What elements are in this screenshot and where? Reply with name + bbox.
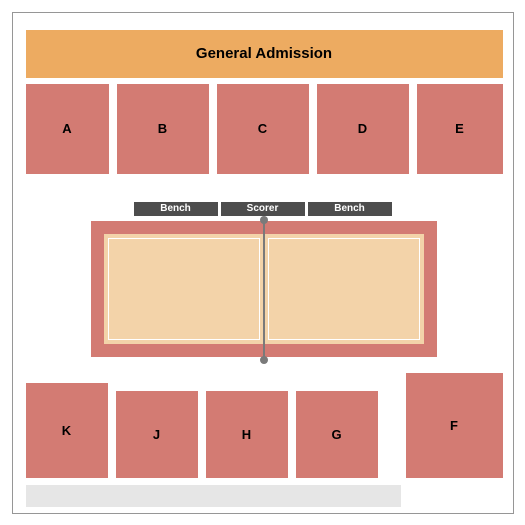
sec-a[interactable]: A [26, 84, 109, 174]
sec-g[interactable]: G [296, 391, 378, 478]
sec-e-label: E [455, 121, 464, 136]
sec-g-label: G [331, 427, 341, 442]
sec-k-label: K [62, 423, 71, 438]
bench-right: Bench [308, 202, 392, 216]
sec-f[interactable]: F [406, 373, 503, 478]
sec-j[interactable]: J [116, 391, 198, 478]
sec-a-label: A [62, 121, 71, 136]
sec-d[interactable]: D [317, 84, 409, 174]
court-half-right [268, 238, 420, 340]
court-net-cap-bottom [260, 356, 268, 364]
sec-c-label: C [258, 121, 267, 136]
sec-b-label: B [158, 121, 167, 136]
seating-chart-frame: General Admission A B C D E BenchScorerBench… [12, 12, 514, 514]
bench-row: BenchScorerBench [13, 202, 513, 216]
court-net-line [263, 218, 265, 360]
sec-c[interactable]: C [217, 84, 309, 174]
sec-k[interactable]: K [26, 383, 108, 478]
sec-h[interactable]: H [206, 391, 288, 478]
sec-d-label: D [358, 121, 367, 136]
sec-b[interactable]: B [117, 84, 209, 174]
sec-f-label: F [450, 418, 458, 433]
sec-h-label: H [242, 427, 251, 442]
sec-e[interactable]: E [417, 84, 503, 174]
bench-left: Bench [134, 202, 218, 216]
scorer: Scorer [221, 202, 305, 216]
general-admission-label: General Admission [196, 45, 332, 62]
general-admission[interactable]: General Admission [26, 30, 503, 78]
court-net-cap-top [260, 216, 268, 224]
sec-j-label: J [153, 427, 160, 442]
bottom-strip [26, 485, 401, 507]
court-half-left [108, 238, 260, 340]
